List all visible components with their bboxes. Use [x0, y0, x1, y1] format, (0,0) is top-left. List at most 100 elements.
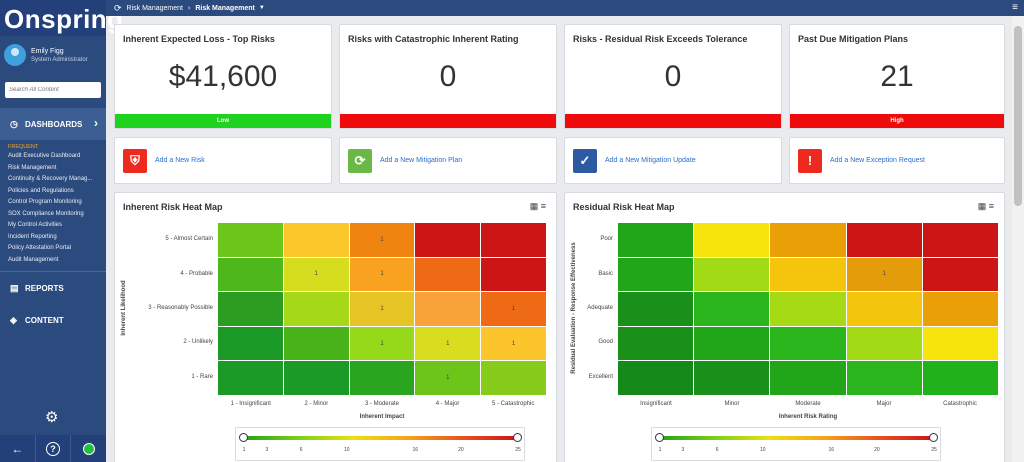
nav-content[interactable]: ◈ CONTENT — [0, 304, 106, 336]
scale-min-handle[interactable] — [655, 433, 664, 442]
scale-tick-label: 6 — [299, 447, 303, 453]
heat-map-cell[interactable] — [218, 223, 283, 257]
heat-map-cell[interactable] — [218, 257, 283, 292]
menu-icon[interactable]: ≡ — [1012, 2, 1018, 13]
heat-map-cell[interactable]: 1 — [481, 326, 546, 361]
heat-map-cell[interactable] — [283, 361, 349, 395]
sidebar-item-sox[interactable]: SOX Compliance Monitoring — [8, 210, 84, 217]
add-mitigation-plan-button[interactable]: ⟳ Add a New Mitigation Plan — [339, 137, 557, 184]
scroll-thumb[interactable] — [1014, 26, 1022, 206]
sidebar-footer: ← ? — [0, 435, 106, 462]
heat-map-cell[interactable] — [481, 223, 546, 257]
heat-map-cell[interactable] — [618, 292, 694, 326]
sidebar-item-policy-attestation[interactable]: Policy Attestation Portal — [8, 245, 72, 251]
caret-down-icon[interactable]: ▼ — [258, 5, 265, 11]
heat-map-cell[interactable] — [481, 257, 546, 292]
status-button[interactable] — [71, 435, 106, 462]
kpi-value: 0 — [439, 60, 457, 93]
heat-map-cell[interactable] — [694, 326, 770, 361]
heat-map-cell[interactable] — [770, 326, 846, 361]
heat-map-cell[interactable]: 1 — [349, 292, 415, 326]
heat-map-cell[interactable]: 1 — [349, 223, 415, 257]
menu-icon[interactable]: ≡ — [988, 201, 994, 211]
add-mitigation-update-button[interactable]: ✓ Add a New Mitigation Update — [564, 137, 782, 184]
sidebar-item-incident[interactable]: Incident Reporting — [8, 233, 57, 240]
heat-map-cell[interactable] — [618, 326, 694, 361]
sidebar-item-risk-management[interactable]: Risk Management — [8, 164, 57, 171]
heat-map-cell[interactable] — [415, 292, 481, 326]
refresh-icon[interactable]: ⟳ — [114, 2, 122, 13]
scale-min-handle[interactable] — [239, 433, 248, 442]
heat-map-cell[interactable] — [846, 292, 922, 326]
kpi-card-past-due[interactable]: Past Due Mitigation Plans 21 High — [789, 24, 1005, 129]
sidebar-item-audit-executive[interactable]: Audit Executive Dashboard — [8, 153, 81, 159]
kpi-card-expected-loss[interactable]: Inherent Expected Loss - Top Risks $41,6… — [114, 24, 332, 129]
add-exception-request-button[interactable]: ! Add a New Exception Request — [789, 137, 1005, 184]
heat-map-cell[interactable] — [922, 257, 998, 292]
heat-map-cell[interactable] — [283, 292, 349, 326]
heat-map-cell[interactable] — [770, 223, 846, 257]
sidebar-item-control-program[interactable]: Control Program Monitoring — [8, 199, 82, 205]
heat-map-cell[interactable] — [770, 257, 846, 292]
scale-max-handle[interactable] — [929, 433, 938, 442]
heat-map-cell[interactable] — [218, 292, 283, 326]
sidebar-item-audit-management[interactable]: Audit Management — [8, 256, 59, 263]
heat-map-col-label: Major — [876, 401, 892, 407]
logout-arrow-icon[interactable]: ← — [0, 435, 36, 462]
sidebar-item-my-control[interactable]: My Control Activities — [8, 222, 63, 228]
sidebar-item-policies[interactable]: Policies and Regulations — [8, 187, 74, 194]
add-risk-button[interactable]: ⛨ Add a New Risk — [114, 137, 332, 184]
heat-map-cell[interactable] — [283, 326, 349, 361]
heat-map-cell[interactable] — [846, 223, 922, 257]
gear-icon[interactable]: ⚙ — [45, 409, 59, 426]
heat-map-cell[interactable]: 1 — [846, 257, 922, 292]
app-logo[interactable]: Onspring — [0, 0, 123, 36]
menu-icon[interactable]: ≡ — [540, 201, 546, 211]
user-profile[interactable]: Emily Figg System Administrator — [0, 36, 106, 74]
avatar[interactable] — [4, 44, 26, 66]
nav-reports[interactable]: ▤ REPORTS — [0, 272, 106, 304]
breadcrumb-current[interactable]: Risk Management — [195, 4, 255, 12]
heat-map-cell[interactable]: 1 — [283, 257, 349, 292]
heat-map-cell[interactable] — [283, 223, 349, 257]
kpi-card-catastrophic[interactable]: Risks with Catastrophic Inherent Rating … — [339, 24, 557, 129]
heat-map-cell[interactable] — [349, 361, 415, 395]
nav-dashboards[interactable]: ◷ DASHBOARDS › — [0, 108, 106, 140]
export-icon[interactable]: ▦ — [977, 201, 987, 211]
heat-map-cell[interactable]: 1 — [481, 292, 546, 326]
search-input[interactable] — [5, 82, 101, 98]
heat-map-cell[interactable] — [846, 326, 922, 361]
heat-map-cell[interactable] — [922, 361, 998, 395]
heat-map-cell[interactable] — [694, 361, 770, 395]
heat-map-cell[interactable] — [481, 361, 546, 395]
kpi-card-residual-tolerance[interactable]: Risks - Residual Risk Exceeds Tolerance … — [564, 24, 782, 129]
export-icon[interactable]: ▦ — [529, 201, 539, 211]
heat-map-cell[interactable] — [218, 326, 283, 361]
scale-max-handle[interactable] — [513, 433, 522, 442]
heat-map-cell[interactable] — [694, 223, 770, 257]
breadcrumb-root[interactable]: Risk Management — [126, 4, 183, 12]
heat-map-cell[interactable] — [770, 292, 846, 326]
chevron-right-icon[interactable]: › — [94, 116, 98, 130]
heat-map-cell[interactable] — [922, 223, 998, 257]
heat-map-cell[interactable] — [218, 361, 283, 395]
heat-map-cell[interactable]: 1 — [349, 326, 415, 361]
heat-map-cell[interactable] — [618, 223, 694, 257]
heat-map-cell[interactable]: 1 — [349, 257, 415, 292]
heat-map-cell[interactable] — [846, 361, 922, 395]
heat-map-cell[interactable] — [618, 257, 694, 292]
user-role: System Administrator — [31, 56, 88, 63]
heat-map-cell[interactable] — [922, 292, 998, 326]
heat-map-cell[interactable] — [922, 326, 998, 361]
heat-map-cell[interactable] — [415, 223, 481, 257]
heat-map-cell[interactable] — [770, 361, 846, 395]
heat-map-cell[interactable] — [694, 292, 770, 326]
heat-map-cell[interactable] — [415, 257, 481, 292]
heat-map-cell[interactable] — [694, 257, 770, 292]
heat-map-cell[interactable] — [618, 361, 694, 395]
help-button[interactable]: ? — [36, 435, 72, 462]
heat-map-cell[interactable]: 1 — [415, 361, 481, 395]
sidebar-item-continuity[interactable]: Continuity & Recovery Manag... — [8, 176, 93, 182]
heat-map-cell[interactable]: 1 — [415, 326, 481, 361]
scrollbar[interactable] — [1012, 16, 1024, 462]
